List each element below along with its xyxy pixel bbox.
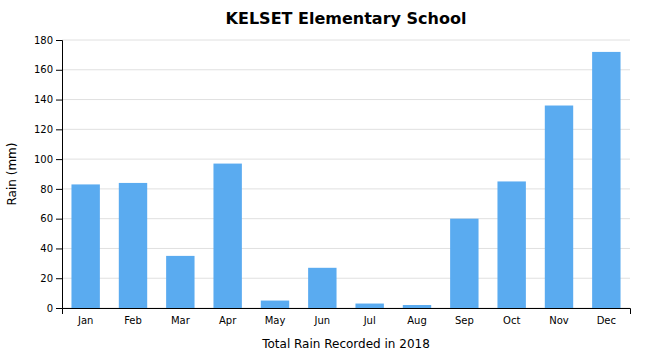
y-tick: 60 xyxy=(40,213,62,224)
tick-label: May xyxy=(265,315,286,326)
x-axis-title: Total Rain Recorded in 2018 xyxy=(261,337,430,351)
tick-label: 40 xyxy=(40,243,53,254)
tick-label: Mar xyxy=(171,315,191,326)
y-tick: 180 xyxy=(34,35,62,46)
bar xyxy=(545,106,573,308)
tick-label: Apr xyxy=(219,315,237,326)
bar xyxy=(592,52,620,308)
tick-label: 140 xyxy=(34,94,53,105)
y-tick: 100 xyxy=(34,154,62,165)
grid-line xyxy=(62,40,630,41)
tick-label: 180 xyxy=(34,35,53,46)
y-tick: 40 xyxy=(40,243,62,254)
tick-mark xyxy=(56,248,62,249)
x-tick: Aug xyxy=(407,315,427,326)
tick-label: 160 xyxy=(34,64,53,75)
bar xyxy=(450,219,478,308)
axis-line xyxy=(63,309,631,315)
bar xyxy=(166,256,194,308)
bar xyxy=(403,305,431,308)
title: KELSET Elementary School xyxy=(226,9,467,28)
x-tick: Nov xyxy=(549,315,569,326)
x-tick: Sep xyxy=(455,315,474,326)
grid-line xyxy=(62,69,630,70)
chart-svg: 020406080100120140160180JanFebMarAprMayJ… xyxy=(0,0,650,360)
y-tick: 80 xyxy=(40,184,62,195)
x-tick: Mar xyxy=(171,315,191,326)
x-tick: Oct xyxy=(503,315,520,326)
bar xyxy=(497,181,525,308)
bar xyxy=(355,304,383,308)
tick-label: Sep xyxy=(455,315,474,326)
y-axis: 0 20 40 60 80 100 120 140 160 180 xyxy=(34,35,63,314)
tick-mark xyxy=(56,129,62,130)
tick-mark xyxy=(56,189,62,190)
bar xyxy=(261,301,289,308)
x-tick: Dec xyxy=(597,315,616,326)
x-tick: May xyxy=(265,315,286,326)
x-tick: Jan xyxy=(77,315,93,326)
tick-label: 60 xyxy=(40,213,53,224)
tick-mark xyxy=(56,100,62,101)
tick-label: 20 xyxy=(40,273,53,284)
plot-area: 020406080100120140160180JanFebMarAprMayJ… xyxy=(34,35,631,326)
tick-label: 100 xyxy=(34,154,53,165)
y-tick: 140 xyxy=(34,94,62,105)
tick-label: Dec xyxy=(597,315,616,326)
bar xyxy=(213,164,241,308)
tick-label: Jan xyxy=(77,315,93,326)
tick-label: Jul xyxy=(363,315,376,326)
chart-container: 020406080100120140160180JanFebMarAprMayJ… xyxy=(0,0,650,360)
tick-mark xyxy=(56,159,62,160)
tick-mark xyxy=(56,308,62,309)
x-axis: Jan Feb Mar Apr May Jun Jul Aug Sep Oct Nov Dec xyxy=(63,309,631,327)
tick-label: Nov xyxy=(549,315,569,326)
y-tick: 160 xyxy=(34,64,62,75)
tick-label: Feb xyxy=(124,315,142,326)
x-tick: Jul xyxy=(363,315,376,326)
tick-mark xyxy=(56,219,62,220)
y-tick: 120 xyxy=(34,124,62,135)
tick-mark xyxy=(56,278,62,279)
x-tick: Feb xyxy=(124,315,142,326)
tick-label: Aug xyxy=(407,315,427,326)
tick-label: 120 xyxy=(34,124,53,135)
y-tick: 0 xyxy=(47,303,62,314)
y-axis-title: Rain (mm) xyxy=(5,143,19,206)
grid-line xyxy=(62,99,630,100)
tick-mark xyxy=(56,70,62,71)
tick-label: Oct xyxy=(503,315,520,326)
axis-line xyxy=(56,41,63,309)
tick-label: Jun xyxy=(314,315,331,326)
x-tick: Apr xyxy=(219,315,237,326)
bar xyxy=(308,268,336,308)
y-tick: 20 xyxy=(40,273,62,284)
tick-mark xyxy=(56,40,62,41)
tick-label: 0 xyxy=(47,303,53,314)
bar xyxy=(119,183,147,308)
bars xyxy=(71,52,620,308)
tick-label: 80 xyxy=(40,184,53,195)
x-tick: Jun xyxy=(314,315,331,326)
bar xyxy=(71,184,99,308)
grid xyxy=(62,40,630,308)
